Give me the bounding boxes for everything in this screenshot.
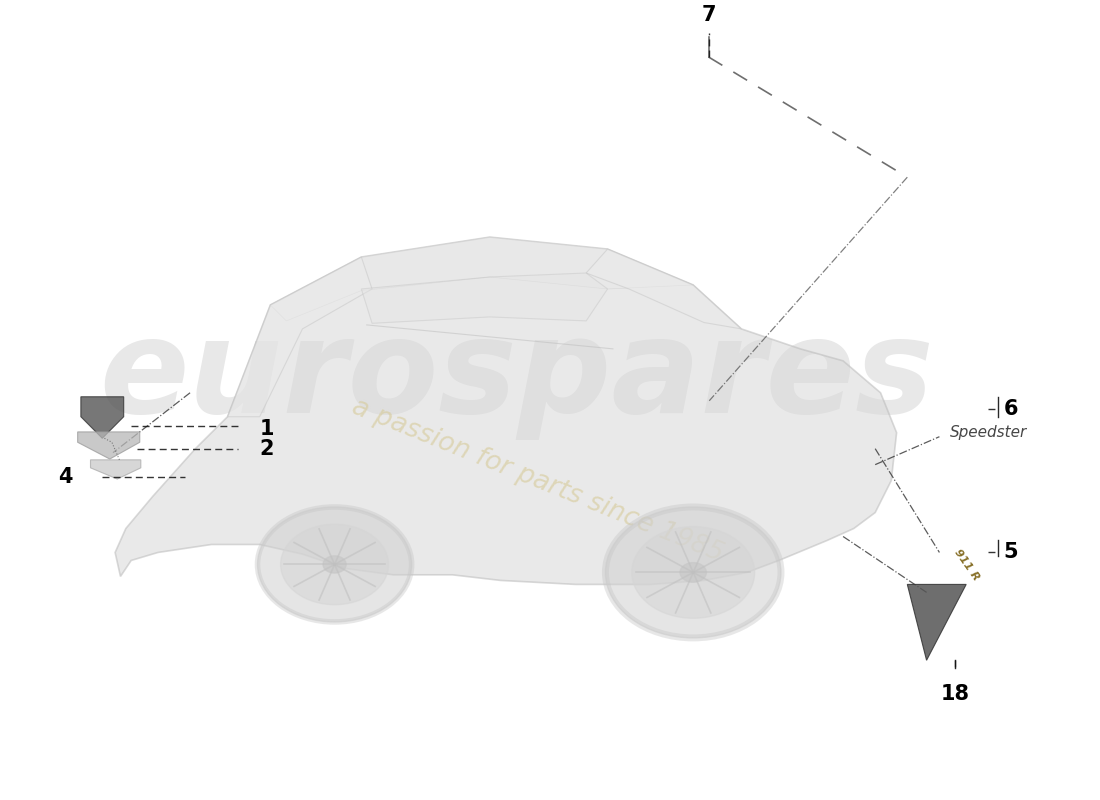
Polygon shape	[271, 237, 693, 321]
Polygon shape	[81, 397, 123, 438]
Circle shape	[280, 524, 388, 605]
Polygon shape	[908, 585, 966, 660]
Text: 5: 5	[1003, 542, 1019, 562]
Text: eurospares: eurospares	[99, 314, 934, 440]
Text: Speedster: Speedster	[950, 425, 1027, 440]
Text: 4: 4	[58, 466, 73, 486]
Text: 1: 1	[260, 418, 274, 438]
Circle shape	[680, 562, 706, 582]
Text: 2: 2	[260, 438, 274, 458]
Circle shape	[631, 526, 755, 618]
Polygon shape	[228, 257, 372, 417]
Text: 7: 7	[702, 6, 716, 26]
Circle shape	[323, 556, 346, 573]
Polygon shape	[90, 460, 141, 479]
Text: a passion for parts since 1985: a passion for parts since 1985	[349, 394, 727, 567]
Polygon shape	[361, 273, 607, 323]
Text: 18: 18	[940, 684, 970, 704]
Circle shape	[257, 507, 411, 622]
Polygon shape	[78, 432, 140, 459]
Text: 911 R: 911 R	[953, 547, 981, 582]
Polygon shape	[116, 237, 896, 585]
Text: 6: 6	[1003, 398, 1019, 418]
Circle shape	[605, 507, 781, 638]
Polygon shape	[586, 249, 741, 329]
